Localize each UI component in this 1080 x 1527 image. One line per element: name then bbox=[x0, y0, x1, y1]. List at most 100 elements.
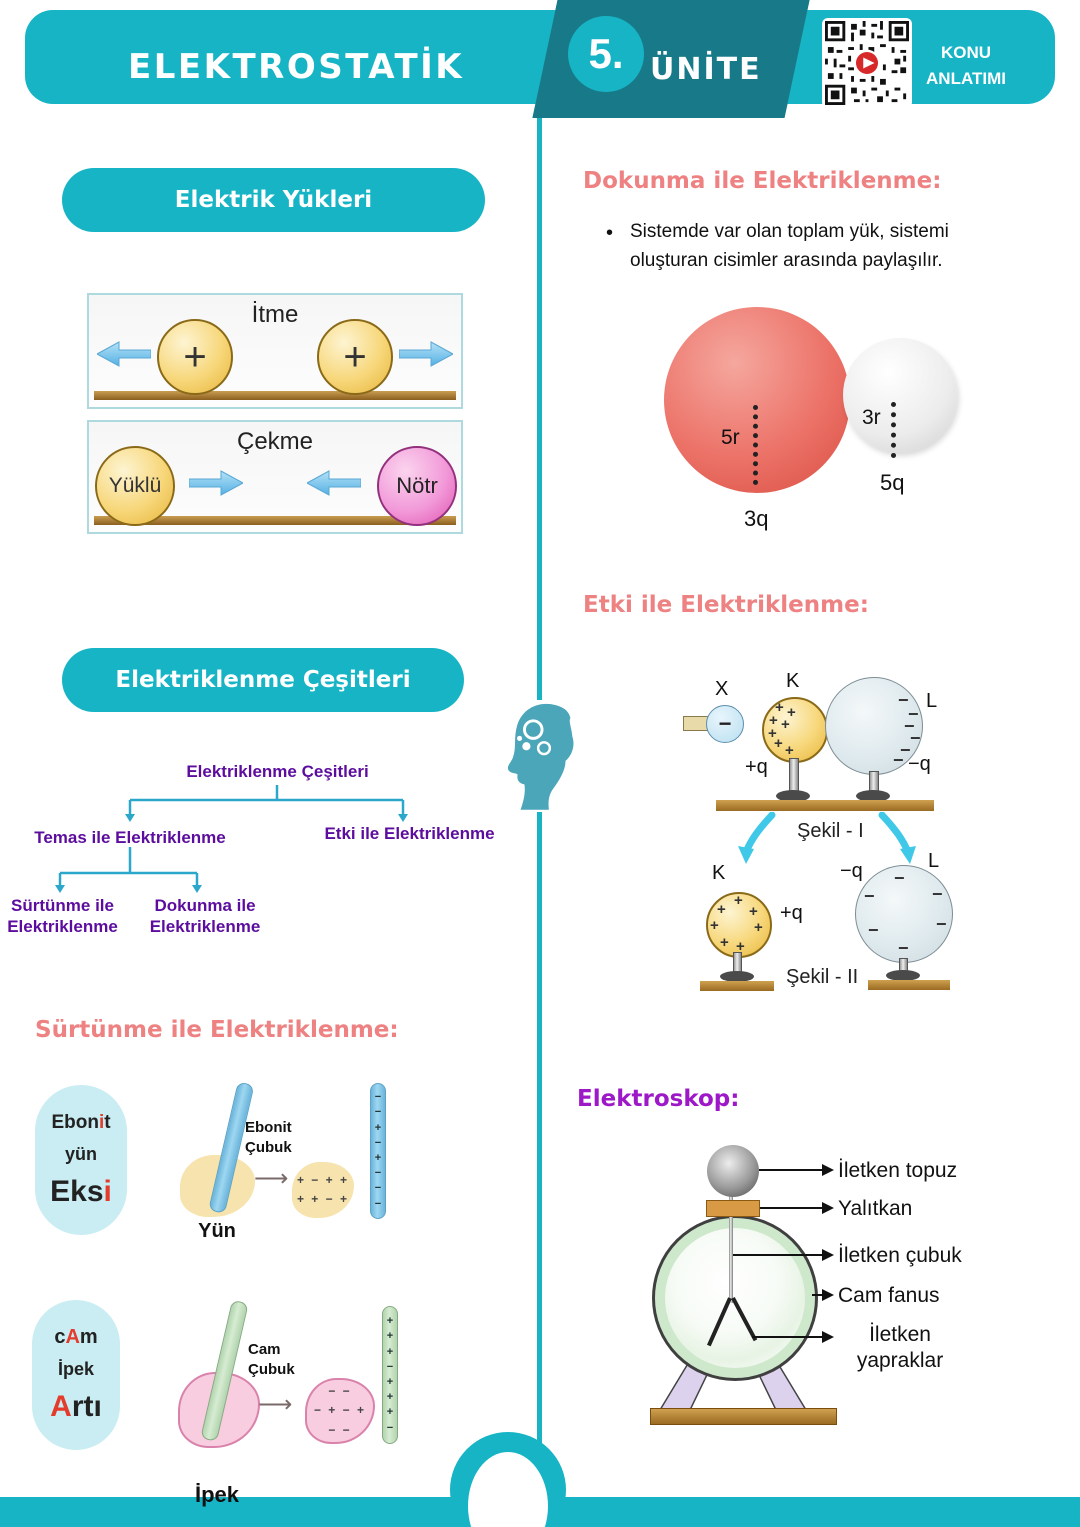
minus-sign: − bbox=[904, 716, 915, 736]
cam-rod-charged: + + + − + + + − bbox=[382, 1306, 398, 1444]
mnemonic-line3: Eksi bbox=[50, 1174, 112, 1208]
ground-line bbox=[868, 980, 950, 990]
minus-sign: − bbox=[898, 938, 909, 958]
x-test-sphere: − bbox=[706, 705, 744, 743]
wool-label: Yün bbox=[198, 1220, 236, 1242]
radius-dotted-line bbox=[891, 402, 896, 458]
ground-line bbox=[94, 516, 456, 525]
silk-label: İpek bbox=[194, 1482, 240, 1507]
thinking-head-icon bbox=[507, 703, 574, 810]
stand-base bbox=[886, 970, 920, 981]
label-cubuk: İletken çubuk bbox=[838, 1244, 962, 1267]
minus-sign: − bbox=[864, 886, 875, 906]
label-yalitkan: Yalıtkan bbox=[838, 1197, 913, 1220]
small-white-sphere bbox=[843, 338, 957, 452]
plus-sign: + bbox=[774, 735, 783, 752]
stand-base bbox=[720, 971, 754, 982]
elektroskop-base bbox=[650, 1408, 837, 1425]
label-yapraklar: İletken yapraklar bbox=[856, 1323, 944, 1373]
minus-sign: − bbox=[908, 704, 919, 724]
fig2-l-charge: −q bbox=[840, 860, 863, 882]
minus-sign: − bbox=[932, 884, 943, 904]
plus-sign: + bbox=[769, 712, 778, 729]
fig2-l-label: L bbox=[928, 850, 940, 872]
big-sphere-radius: 5r bbox=[721, 426, 740, 449]
minus-sign: − bbox=[898, 690, 909, 710]
unit-label: ÜNİTE bbox=[650, 52, 762, 87]
cam-mnemonic-card: cAm İpek Artı bbox=[32, 1300, 120, 1450]
dokunma-heading: Dokunma ile Elektriklenme: bbox=[583, 168, 942, 194]
conductor-knob bbox=[707, 1145, 759, 1197]
transform-arrow-icon: ⟶ bbox=[258, 1391, 293, 1418]
dokunma-bullet-text: Sistemde var olan toplam yük, sistemi ol… bbox=[630, 221, 949, 271]
fig1-l-sphere: − − − − − − bbox=[825, 677, 923, 775]
fig2-k-sphere: + + + + + + + bbox=[706, 892, 772, 958]
minus-sign: − bbox=[894, 868, 905, 888]
small-sphere-radius: 3r bbox=[862, 406, 881, 429]
conductor-rod bbox=[729, 1193, 733, 1303]
fig2-k-label: K bbox=[712, 862, 726, 884]
plus-sign: + bbox=[710, 917, 719, 934]
section-title-elektrik-yukleri: Elektrik Yükleri bbox=[62, 168, 485, 232]
label-fanus: Cam fanus bbox=[838, 1284, 940, 1307]
plus-sign: + bbox=[754, 919, 763, 936]
plus-sign: + bbox=[343, 334, 367, 379]
arrow-right-icon bbox=[399, 341, 453, 367]
ebonit-rod-label: Ebonit Çubuk bbox=[245, 1119, 292, 1156]
tree-node-surtunme: Sürtünme ile Elektriklenme bbox=[7, 896, 118, 937]
section-title-elektriklenme-cesitleri: Elektriklenme Çeşitleri bbox=[62, 648, 464, 712]
arrow-left-icon bbox=[97, 341, 151, 367]
ebonit-rod-charged: − − + − + − − − bbox=[370, 1083, 386, 1219]
transform-arrow-icon: ⟶ bbox=[254, 1165, 289, 1192]
tree-node-dokunma: Dokunma ile Elektriklenme bbox=[149, 896, 261, 937]
plus-sign: + bbox=[781, 716, 790, 733]
etki-heading: Etki ile Elektriklenme: bbox=[583, 592, 869, 618]
fig1-k-sphere: + + + + + + + bbox=[762, 697, 828, 763]
arrow-right-icon bbox=[189, 470, 243, 496]
plus-sign: + bbox=[183, 334, 207, 379]
unit-number-badge: 5. bbox=[568, 16, 644, 92]
ground-line bbox=[94, 391, 456, 400]
ground-line bbox=[716, 800, 934, 811]
minus-sign: − bbox=[893, 750, 904, 770]
tree-connector-lines bbox=[55, 785, 408, 893]
charged-ball-left: + bbox=[157, 319, 233, 395]
elektroskop-label-lines bbox=[733, 1164, 834, 1343]
qr-code bbox=[822, 18, 912, 108]
page-title: ELEKTROSTATİK bbox=[128, 47, 465, 87]
qr-code-icon bbox=[825, 21, 909, 105]
fig1-k-charge: +q bbox=[745, 756, 768, 778]
qr-caption-line1: KONU bbox=[940, 43, 992, 62]
section-title-text: Elektriklenme Çeşitleri bbox=[115, 667, 411, 693]
mnemonic-line3: Artı bbox=[50, 1390, 102, 1423]
qr-caption: KONU ANLATIMI bbox=[905, 40, 1027, 93]
fig1-caption: Şekil - I bbox=[797, 820, 864, 842]
stand-base bbox=[776, 790, 810, 802]
mnemonic-line2: yün bbox=[64, 1143, 97, 1164]
plus-sign: + bbox=[749, 903, 758, 920]
minus-sign: − bbox=[868, 920, 879, 940]
plus-sign: + bbox=[736, 938, 745, 955]
plus-sign: + bbox=[775, 699, 784, 716]
plus-sign: + bbox=[720, 934, 729, 951]
label-topuz: İletken topuz bbox=[838, 1159, 958, 1182]
minus-sign: − bbox=[900, 740, 911, 760]
fig1-l-charge: −q bbox=[908, 753, 931, 775]
fig1-x-label: X bbox=[715, 678, 729, 700]
bullet-dot: • bbox=[606, 222, 614, 244]
itme-diagram: İtme + + bbox=[87, 293, 463, 409]
cekme-diagram: Çekme Yüklü Nötr bbox=[87, 420, 463, 534]
yuklu-ball: Yüklü bbox=[95, 446, 175, 526]
ebonit-mnemonic-card: Ebonit yün Eksi bbox=[35, 1085, 127, 1235]
big-sphere-charge: 3q bbox=[744, 506, 769, 531]
plus-sign: + bbox=[717, 901, 726, 918]
charged-ball-right: + bbox=[317, 319, 393, 395]
tree-root: Elektriklenme Çeşitleri bbox=[186, 762, 369, 781]
qr-caption-line2: ANLATIMI bbox=[926, 69, 1006, 89]
minus-sign: − bbox=[910, 728, 921, 748]
section-title-text: Elektrik Yükleri bbox=[174, 187, 373, 213]
yuklu-text: Yüklü bbox=[108, 474, 162, 497]
tree-node-temas: Temas ile Elektriklenme bbox=[34, 828, 226, 847]
arrow-left-icon bbox=[307, 470, 361, 496]
mnemonic-line1: Ebonit bbox=[51, 1111, 111, 1133]
